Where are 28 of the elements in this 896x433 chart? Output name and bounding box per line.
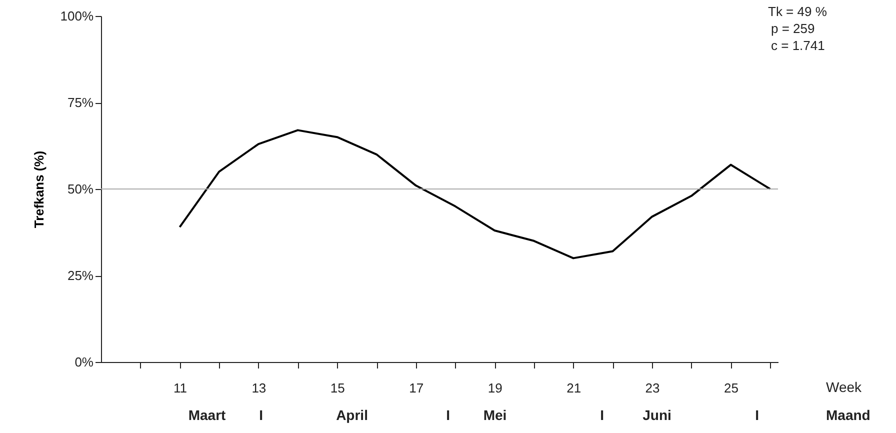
x-tick-label: 21 bbox=[566, 380, 582, 396]
x-tick-label: 11 bbox=[173, 380, 187, 396]
annotation: p = 259 bbox=[771, 21, 815, 36]
text: April bbox=[336, 407, 368, 423]
x-tick-label: 25 bbox=[724, 380, 738, 396]
x-tick-label: 13 bbox=[252, 380, 266, 396]
line-series bbox=[178, 129, 772, 260]
text: I bbox=[600, 407, 604, 423]
x-tick-label: 17 bbox=[409, 380, 424, 396]
x-tick-label: 19 bbox=[488, 380, 502, 396]
text: Juni bbox=[642, 407, 672, 423]
text: I bbox=[446, 407, 450, 423]
text: Maand bbox=[826, 407, 870, 423]
x-tick-label: 15 bbox=[330, 380, 345, 396]
y-axis-title: Trefkans (%) bbox=[31, 150, 46, 228]
y-tick-label: 100% bbox=[60, 8, 94, 24]
x-tick-label: 23 bbox=[645, 380, 660, 396]
annotation: c = 1.741 bbox=[771, 38, 825, 53]
y-tick-label: 0% bbox=[74, 354, 94, 370]
annotation: Tk = 49 % bbox=[768, 4, 828, 19]
text: I bbox=[259, 407, 263, 423]
text: I bbox=[755, 407, 759, 423]
y-tick-label: 25% bbox=[67, 268, 94, 283]
y-tick-label: 50% bbox=[67, 182, 94, 196]
x-axis-title: Week bbox=[826, 379, 863, 395]
text: Maart bbox=[188, 407, 226, 423]
text: Mei bbox=[483, 407, 507, 423]
y-tick-label: 75% bbox=[67, 95, 94, 110]
